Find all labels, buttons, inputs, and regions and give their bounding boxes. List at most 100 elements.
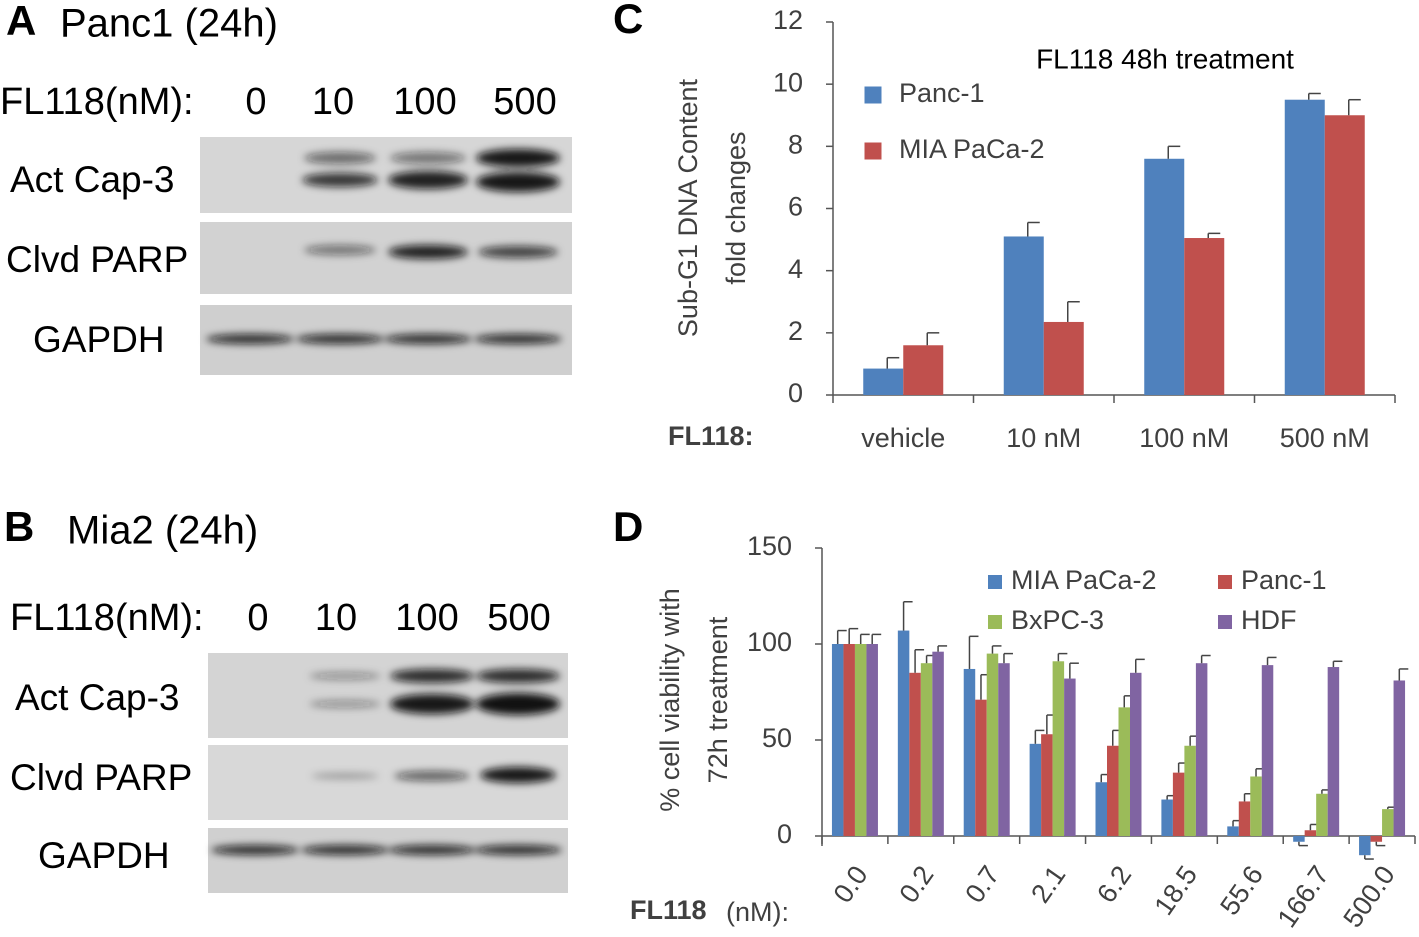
bar (975, 699, 987, 836)
panel-letter: B (4, 503, 34, 550)
bar (1144, 158, 1185, 395)
bar (1184, 238, 1225, 395)
y-tick-label: 2 (788, 316, 803, 346)
error-bar (848, 627, 859, 644)
legend-swatch (864, 86, 882, 104)
bar (831, 644, 844, 836)
bar (903, 345, 944, 395)
legend-label: Panc-1 (1241, 565, 1327, 595)
bar (1052, 661, 1065, 836)
x-tick-label: 0.0 (828, 860, 874, 908)
legend-label: Panc-1 (899, 78, 985, 108)
bar (843, 644, 855, 836)
bar (1227, 826, 1239, 836)
error-bar (968, 635, 979, 669)
y-tick-label: 0 (777, 819, 792, 849)
bar (1293, 836, 1305, 842)
dose: 10 (315, 597, 357, 639)
error-bar (1057, 652, 1068, 662)
x-tick-label: 0.2 (893, 860, 939, 908)
x-tick-label: 0.7 (959, 860, 1005, 908)
panel-title: Mia2 (24h) (67, 509, 258, 553)
error-bar (1348, 98, 1361, 116)
x-tick-label: 6.2 (1091, 860, 1137, 908)
chart-title: FL118 48h treatment (1036, 43, 1294, 74)
bar (1370, 836, 1383, 842)
error-bar (1003, 652, 1013, 664)
y-tick-label: 150 (747, 531, 792, 561)
bar (1284, 99, 1325, 395)
bar (1316, 793, 1328, 836)
legend-swatch (988, 615, 1002, 629)
x-axis-label: FL118: (668, 421, 754, 451)
y-tick-label: 6 (788, 192, 803, 222)
bar (1261, 665, 1274, 836)
error-bar (902, 601, 913, 631)
panel-letter: A (6, 0, 36, 44)
x-tick-label: 10 nM (1006, 423, 1081, 453)
error-bar (1067, 301, 1080, 322)
bar (1382, 809, 1394, 836)
y-axis-label: 72h treatment (703, 616, 733, 783)
bar (909, 672, 921, 836)
x-axis-label: FL118 (630, 895, 707, 925)
x-tick-label: 500.0 (1337, 860, 1400, 933)
bar (932, 651, 944, 836)
dose: 0 (245, 81, 266, 123)
dose: 10 (312, 81, 354, 123)
x-tick-label: 18.5 (1148, 860, 1203, 920)
bar (1003, 236, 1044, 395)
bar (1130, 672, 1142, 836)
error-bar (1167, 145, 1181, 159)
bar (986, 653, 999, 836)
bar (863, 368, 904, 395)
bar (1359, 836, 1371, 856)
bar (998, 663, 1010, 836)
bar (1250, 776, 1262, 836)
x-tick-label: 166.7 (1272, 860, 1335, 933)
error-bar (1332, 660, 1343, 668)
bar (1064, 678, 1076, 836)
legend-label: HDF (1241, 605, 1297, 635)
legend-swatch (1218, 615, 1232, 629)
bar (1324, 115, 1365, 395)
bar (1238, 801, 1251, 836)
y-tick-label: 50 (762, 723, 792, 753)
error-bar (1364, 855, 1374, 860)
bar (1172, 772, 1185, 836)
y-tick-label: 8 (788, 129, 803, 159)
legend-label: BxPC-3 (1011, 605, 1104, 635)
bar (1041, 734, 1053, 836)
dose: 100 (393, 81, 456, 123)
bar (1029, 743, 1042, 836)
error-bar (1069, 662, 1079, 679)
x-tick-label: 55.6 (1214, 860, 1269, 920)
x-tick-label: vehicle (861, 423, 945, 453)
bar (1043, 321, 1084, 395)
y-axis-label: % cell viability with (655, 588, 685, 812)
error-bar (1266, 656, 1277, 666)
panel-letter: D (613, 503, 643, 550)
bar (854, 644, 867, 836)
dose: 0 (247, 597, 268, 639)
error-bar (1135, 658, 1145, 673)
dose: 500 (487, 597, 550, 639)
y-tick-label: 10 (773, 67, 803, 97)
bar (1118, 707, 1130, 836)
y-tick-label: 12 (773, 5, 803, 35)
error-bar (1034, 729, 1045, 744)
bar (1304, 830, 1317, 836)
blot-label: GAPDH (33, 319, 165, 360)
bar (1095, 782, 1107, 836)
blot-label: Clvd PARP (10, 757, 192, 798)
blot-label: Act Cap-3 (10, 159, 175, 200)
bar (1327, 667, 1340, 836)
legend-swatch (1218, 575, 1232, 589)
bar (920, 663, 933, 836)
legend-swatch (988, 575, 1002, 589)
panel-letter: C (613, 0, 643, 42)
error-bar (836, 629, 847, 644)
error-bar (926, 332, 940, 346)
